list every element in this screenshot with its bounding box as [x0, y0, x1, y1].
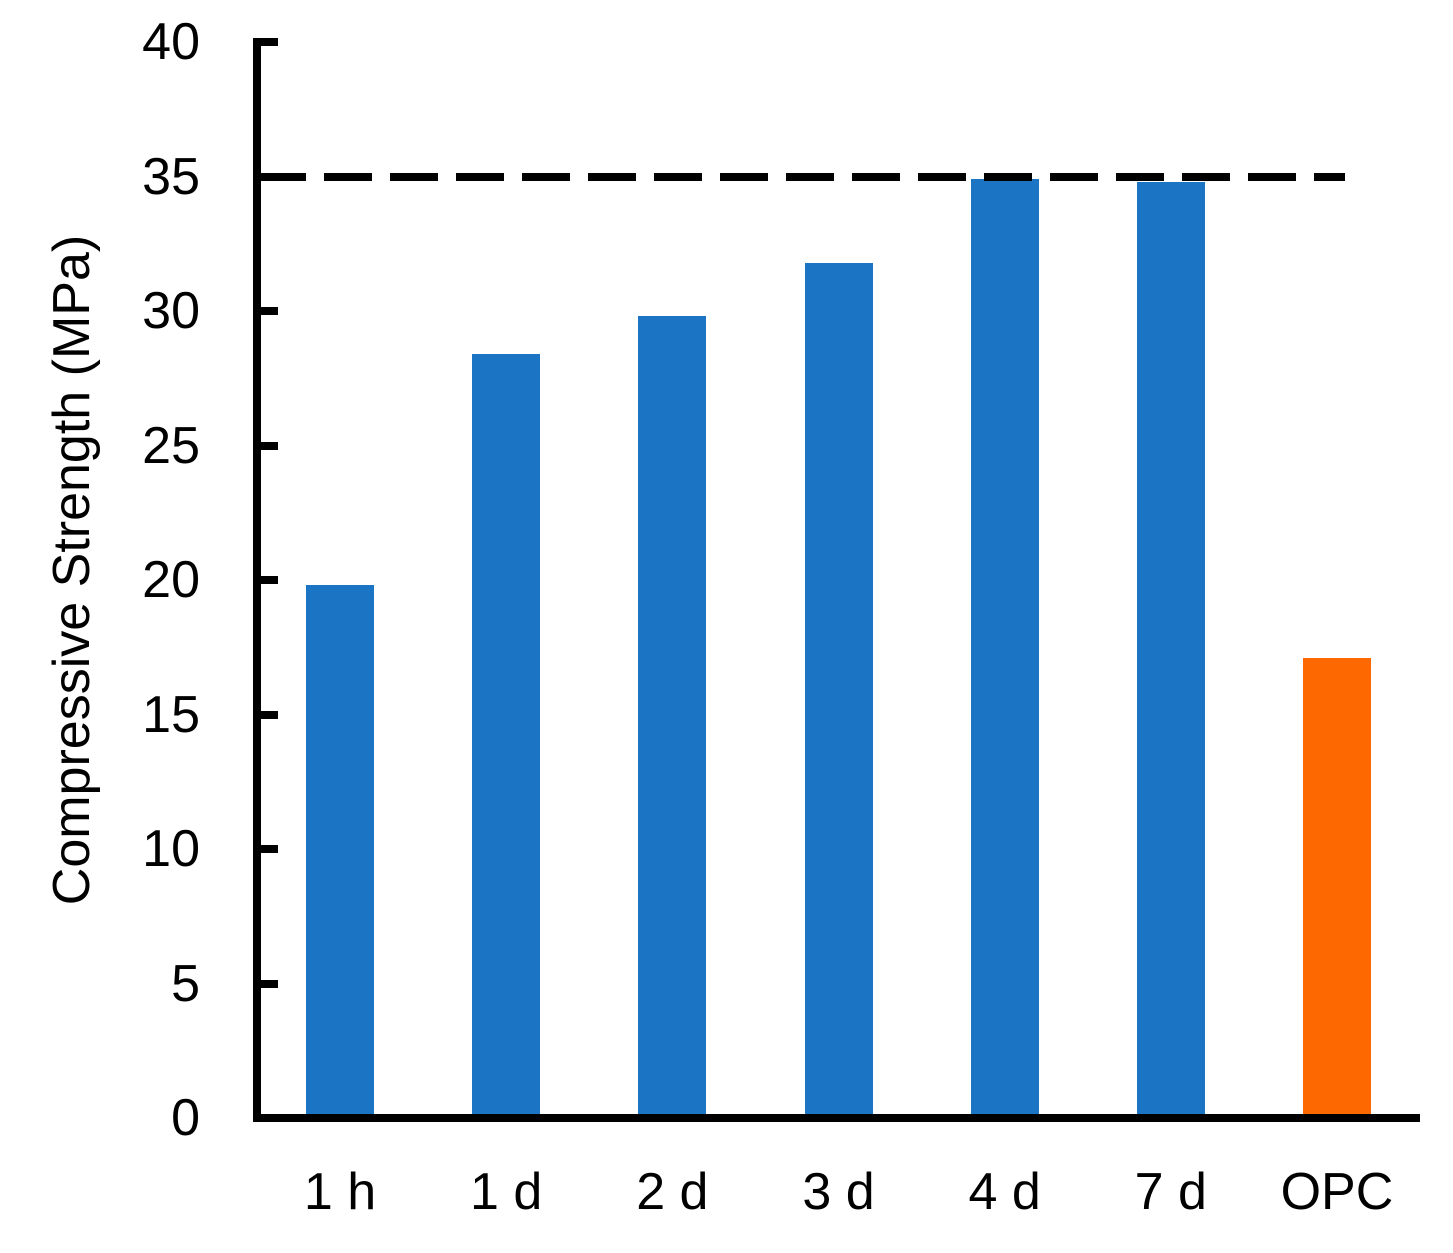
y-tick-label-15: 15	[142, 685, 200, 744]
y-tick-mark-15	[257, 710, 278, 719]
x-label-1-h: 1 h	[303, 1163, 377, 1221]
x-label-opc: OPC	[1280, 1163, 1394, 1221]
x-label-2-d: 2 d	[636, 1163, 709, 1221]
y-tick-label-25: 25	[142, 416, 200, 475]
y-tick-label-20: 20	[142, 551, 200, 609]
bar-4-d	[970, 179, 1039, 1118]
y-tick-label-0: 0	[171, 1089, 200, 1147]
y-tick-mark-40	[257, 38, 278, 46]
bar-3-d	[804, 262, 873, 1118]
x-axis-line	[253, 1114, 1420, 1122]
y-tick-mark-10	[257, 845, 278, 853]
y-tick-mark-5	[257, 979, 278, 988]
x-label-1-d: 1 d	[470, 1163, 543, 1221]
y-tick-mark-35	[257, 172, 278, 181]
bar-1-d	[472, 354, 541, 1118]
bar-2-d	[638, 316, 707, 1118]
y-tick-label-5: 5	[171, 954, 200, 1013]
x-label-4-d: 4 d	[968, 1163, 1041, 1221]
bar-1-h	[306, 585, 375, 1118]
y-tick-label-30: 30	[142, 282, 200, 340]
y-tick-mark-30	[257, 307, 278, 315]
bar-7-d	[1136, 181, 1205, 1118]
bar-opc	[1302, 658, 1371, 1118]
y-tick-label-35: 35	[142, 147, 200, 206]
x-label-7-d: 7 d	[1134, 1163, 1207, 1221]
y-tick-label-40: 40	[142, 13, 200, 71]
reference-line-35mpa	[258, 172, 1345, 181]
y-tick-mark-25	[257, 441, 278, 450]
y-tick-label-10: 10	[142, 820, 200, 878]
y-tick-mark-20	[257, 576, 278, 584]
x-label-3-d: 3 d	[802, 1163, 875, 1221]
